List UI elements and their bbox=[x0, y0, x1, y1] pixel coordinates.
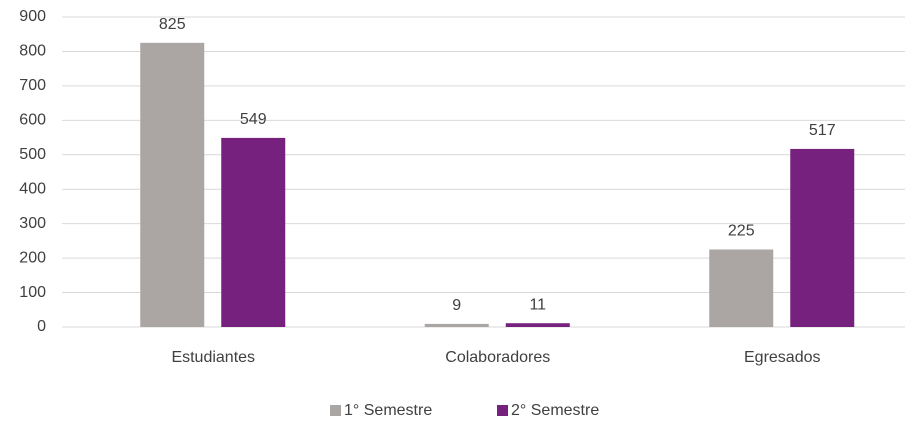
x-tick-label: Egresados bbox=[744, 349, 821, 366]
bar bbox=[505, 323, 570, 327]
data-label: 9 bbox=[452, 297, 461, 314]
x-tick-label: Estudiantes bbox=[171, 349, 255, 366]
legend-swatch bbox=[497, 405, 508, 416]
legend-label: 1° Semestre bbox=[344, 402, 432, 419]
data-label: 517 bbox=[809, 122, 836, 139]
bar bbox=[424, 323, 489, 327]
data-label: 549 bbox=[240, 111, 267, 128]
y-tick-label: 600 bbox=[19, 112, 46, 129]
y-tick-label: 200 bbox=[19, 249, 46, 266]
bar bbox=[221, 137, 286, 327]
legend-label: 2° Semestre bbox=[511, 402, 599, 419]
bar bbox=[140, 42, 205, 327]
data-label: 11 bbox=[529, 296, 546, 313]
x-tick-label: Colaboradores bbox=[445, 349, 550, 366]
legend-swatch bbox=[330, 405, 341, 416]
data-label: 225 bbox=[728, 223, 755, 240]
bar bbox=[709, 249, 774, 327]
y-tick-label: 800 bbox=[19, 43, 46, 60]
y-tick-label: 100 bbox=[19, 284, 46, 301]
y-tick-label: 900 bbox=[19, 8, 46, 25]
y-tick-label: 0 bbox=[37, 318, 46, 335]
data-label: 825 bbox=[159, 16, 186, 33]
y-tick-label: 300 bbox=[19, 215, 46, 232]
y-tick-label: 700 bbox=[19, 77, 46, 94]
y-tick-label: 500 bbox=[19, 146, 46, 163]
bar bbox=[790, 148, 855, 327]
y-tick-label: 400 bbox=[19, 180, 46, 197]
